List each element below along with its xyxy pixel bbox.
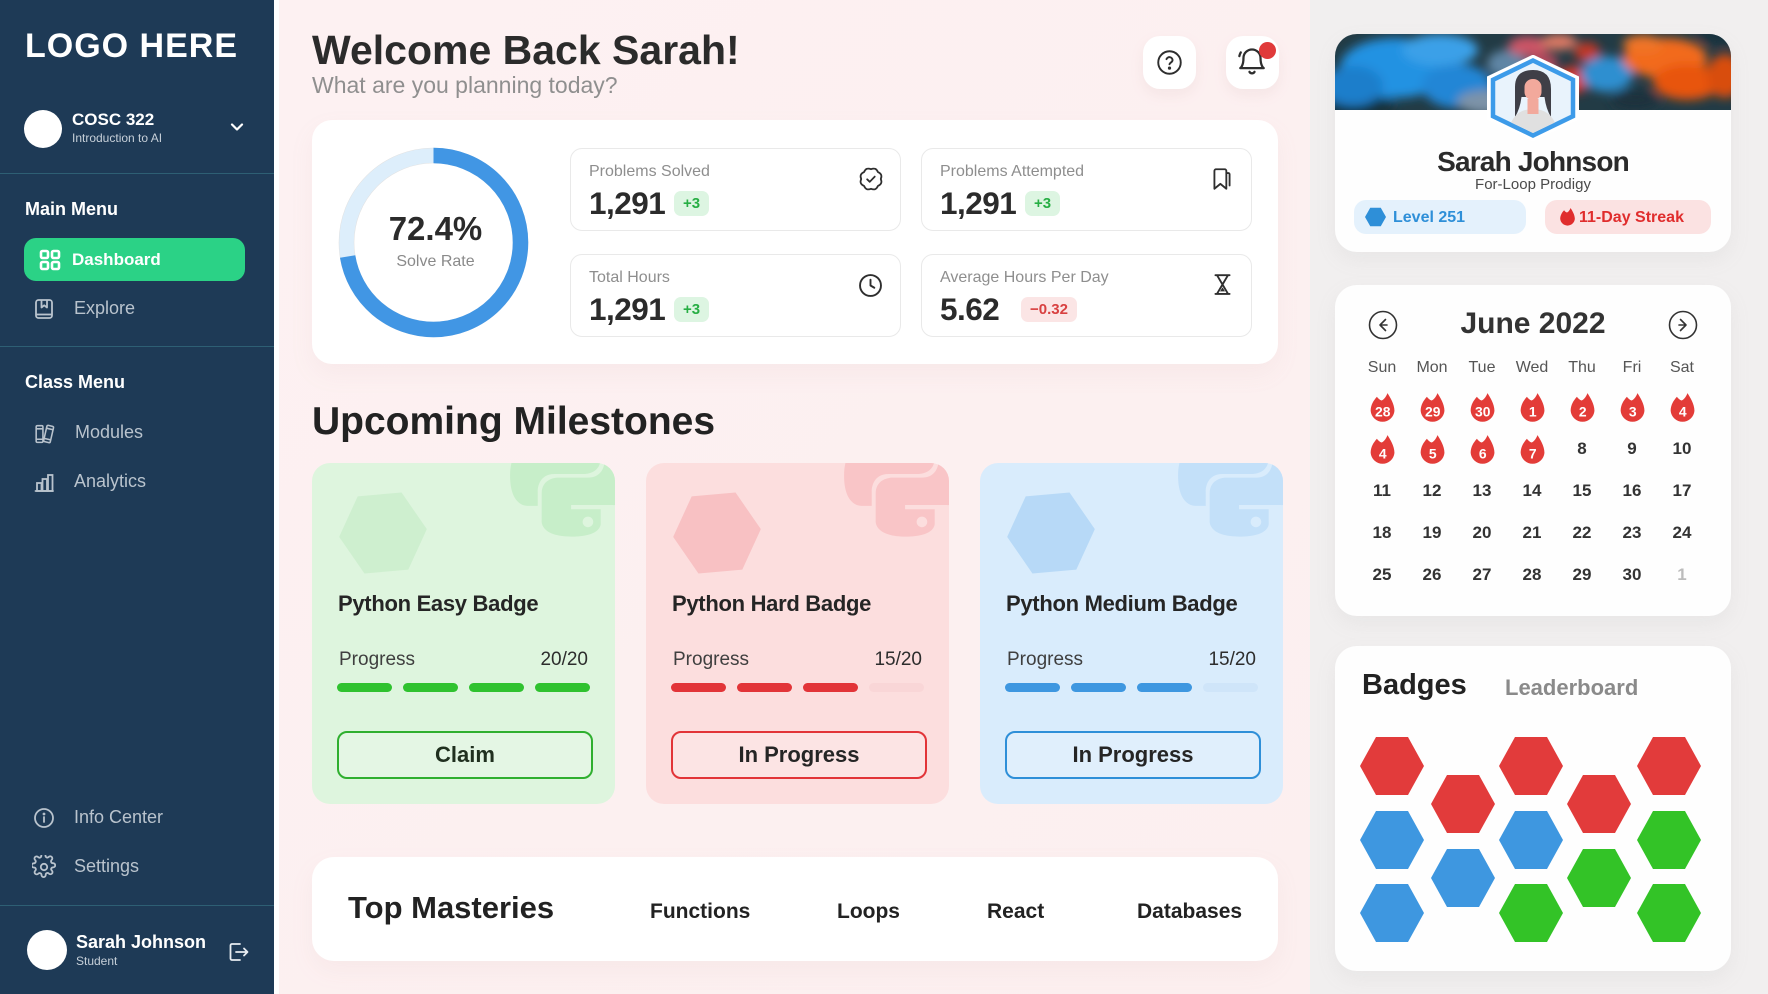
svg-text:3: 3	[1628, 403, 1636, 419]
svg-text:7: 7	[1528, 445, 1536, 461]
svg-text:4: 4	[1378, 445, 1386, 461]
svg-text:28: 28	[1374, 403, 1390, 419]
svg-text:5: 5	[1428, 445, 1436, 461]
svg-text:1: 1	[1528, 403, 1536, 419]
svg-text:6: 6	[1478, 445, 1486, 461]
svg-text:2: 2	[1578, 403, 1586, 419]
svg-text:29: 29	[1424, 403, 1440, 419]
svg-text:4: 4	[1678, 403, 1686, 419]
svg-text:30: 30	[1474, 403, 1490, 419]
